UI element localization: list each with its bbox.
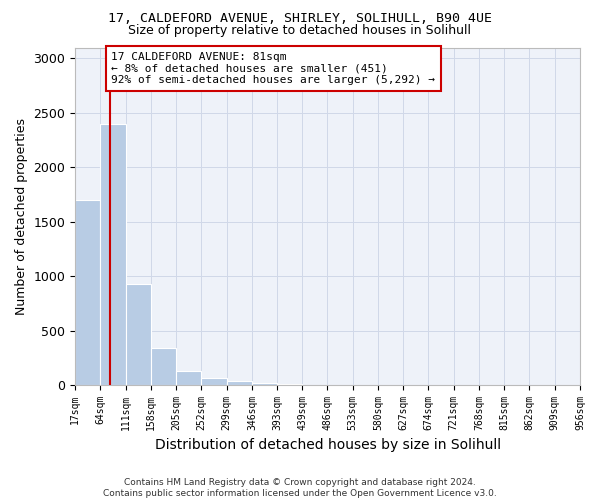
Bar [151, 348, 176, 385]
Y-axis label: Number of detached properties: Number of detached properties [15, 118, 28, 315]
Bar [227, 381, 252, 385]
Bar [202, 378, 227, 385]
Text: 17, CALDEFORD AVENUE, SHIRLEY, SOLIHULL, B90 4UE: 17, CALDEFORD AVENUE, SHIRLEY, SOLIHULL,… [108, 12, 492, 26]
Bar [176, 371, 202, 385]
X-axis label: Distribution of detached houses by size in Solihull: Distribution of detached houses by size … [155, 438, 500, 452]
Text: 17 CALDEFORD AVENUE: 81sqm
← 8% of detached houses are smaller (451)
92% of semi: 17 CALDEFORD AVENUE: 81sqm ← 8% of detac… [111, 52, 435, 85]
Bar [302, 384, 328, 385]
Bar [252, 383, 277, 385]
Bar [100, 124, 125, 385]
Bar [75, 200, 100, 385]
Text: Contains HM Land Registry data © Crown copyright and database right 2024.
Contai: Contains HM Land Registry data © Crown c… [103, 478, 497, 498]
Text: Size of property relative to detached houses in Solihull: Size of property relative to detached ho… [128, 24, 472, 37]
Bar [125, 284, 151, 385]
Bar [277, 384, 302, 385]
